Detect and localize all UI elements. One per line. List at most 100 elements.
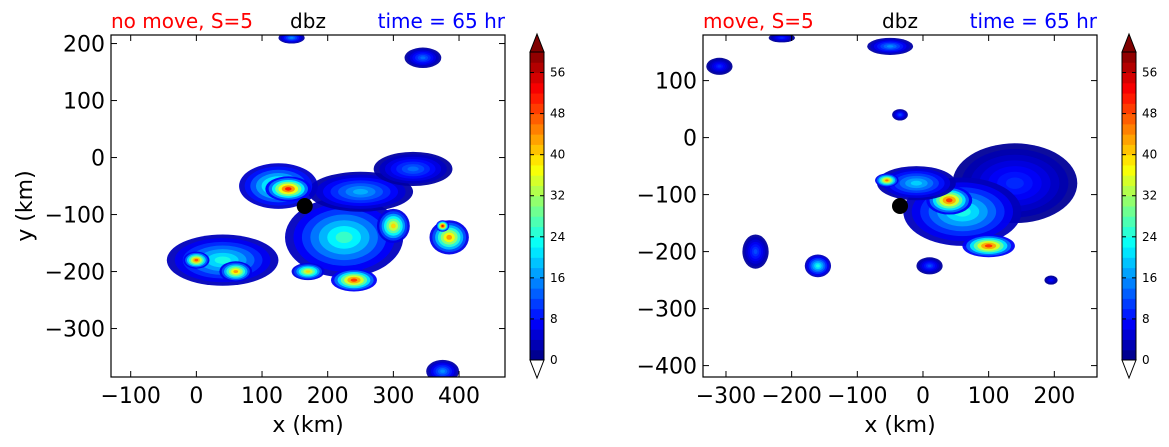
storm-center-marker [892, 198, 908, 214]
y-tick-label: 0 [91, 147, 105, 172]
colorbar-tick-label: 24 [1142, 230, 1157, 244]
colorbar-segment [1122, 103, 1136, 115]
contour-level [816, 264, 820, 268]
y-tick-label: −200 [45, 261, 105, 286]
y-tick-label: −100 [637, 184, 697, 209]
contour-level [440, 369, 445, 373]
echo-cell [429, 220, 469, 255]
title-right: time = 65 hr [378, 9, 506, 33]
x-tick-label: −100 [827, 384, 887, 409]
colorbar-tick-label: 0 [1142, 353, 1150, 367]
colorbar-segment [1122, 308, 1136, 320]
contour-level [350, 278, 358, 282]
colorbar-frame [1121, 51, 1137, 361]
x-tick-label: 200 [1033, 384, 1075, 409]
contour-level [717, 65, 722, 68]
echo-cell [426, 359, 460, 377]
colorbar-min-extension [529, 359, 545, 380]
echo-cell [278, 35, 305, 44]
x-tick-label: −200 [761, 384, 821, 409]
colorbar-segment [530, 288, 544, 299]
echo-cell [926, 186, 973, 215]
echo-cell [1044, 275, 1058, 285]
x-tick-label: 300 [372, 384, 414, 409]
colorbar-tick-label: 56 [550, 66, 565, 80]
colorbar-segment [530, 277, 544, 289]
colorbar-segment [1122, 329, 1136, 340]
colorbar-segment [530, 113, 544, 125]
echo-cell [916, 257, 943, 275]
colorbar-segment [1122, 123, 1136, 135]
echo-cell [877, 166, 956, 201]
echo-cell [291, 263, 325, 281]
colorbar-segment [530, 82, 544, 94]
contour-level [885, 179, 889, 182]
colorbar-segment [530, 318, 544, 330]
contour-level [335, 231, 353, 244]
colorbar-segment [1122, 339, 1136, 351]
colorbar-segment [530, 339, 544, 351]
colorbar-tick-label: 24 [550, 230, 565, 244]
contour-level [285, 187, 292, 191]
title-right: time = 65 hr [970, 9, 1098, 33]
echo-cell [962, 234, 1015, 258]
echo-cell [183, 251, 210, 269]
colorbar-segment [1122, 216, 1136, 228]
colorbar-tick-label: 0 [550, 353, 558, 367]
contour-level [945, 198, 953, 203]
title-left: no move, S=5 [111, 9, 253, 33]
colorbar-segment [530, 72, 544, 84]
contour-level [1050, 279, 1052, 281]
colorbar-segment [1122, 277, 1136, 289]
colorbar-segment [1122, 288, 1136, 299]
y-tick-label: 100 [655, 70, 697, 95]
colorbar-segment [1122, 144, 1136, 156]
contour-level [779, 37, 784, 39]
x-tick-label: 200 [307, 384, 349, 409]
colorbar-segment [1122, 72, 1136, 84]
colorbar-tick-label: 40 [550, 148, 565, 162]
contour-level [194, 258, 199, 262]
colorbar-segment [1122, 206, 1136, 217]
echo-cell [768, 35, 795, 43]
contour-level [1006, 177, 1024, 189]
contour-level [233, 270, 239, 274]
echo-cell [330, 268, 377, 292]
x-tick-label: 0 [189, 384, 203, 409]
colorbar-max-extension [1121, 32, 1137, 53]
colorbar-segment [1122, 52, 1136, 63]
echo-cell [706, 57, 733, 75]
colorbar-segment [530, 226, 544, 238]
colorbar-min-extension [1121, 359, 1137, 380]
x-tick-label: −300 [696, 384, 756, 409]
colorbar-tick-label: 32 [1142, 189, 1157, 203]
colorbar-segment [530, 154, 544, 166]
storm-center-marker [296, 198, 313, 214]
colorbar-segment [530, 93, 544, 104]
contour-level [391, 223, 396, 229]
echo-cell [265, 176, 312, 202]
y-tick-label: −400 [637, 355, 697, 380]
colorbar-segment [530, 308, 544, 320]
contour-level [753, 249, 758, 255]
contour-level [927, 264, 932, 268]
plot-frame [702, 34, 1098, 378]
axis-ticks: −100 0 100 200 300 400 −300 −200 −100 0 100 200 [45, 33, 505, 409]
x-tick-label: 100 [241, 384, 283, 409]
colorbar-segment [1122, 226, 1136, 238]
colorbar-segment [1122, 134, 1136, 145]
echo-cell [742, 234, 769, 269]
colorbar-segment [530, 62, 544, 74]
y-tick-label: 0 [683, 127, 697, 152]
colorbar-tick-label: 8 [550, 312, 558, 326]
echo-cell [436, 220, 450, 232]
colorbar-segment [530, 257, 544, 269]
reflectivity-field [166, 35, 469, 377]
colorbar-segment [1122, 62, 1136, 74]
colorbar-segment [530, 216, 544, 228]
colorbar-segment [1122, 267, 1136, 279]
colorbar: 0 8 16 24 32 40 48 56 [1121, 32, 1157, 380]
colorbar-segment [530, 236, 544, 248]
y-tick-label: −100 [45, 204, 105, 229]
panel-move: −300 −200 −100 0 100 200−400−300−200−1000100 … [637, 9, 1158, 438]
